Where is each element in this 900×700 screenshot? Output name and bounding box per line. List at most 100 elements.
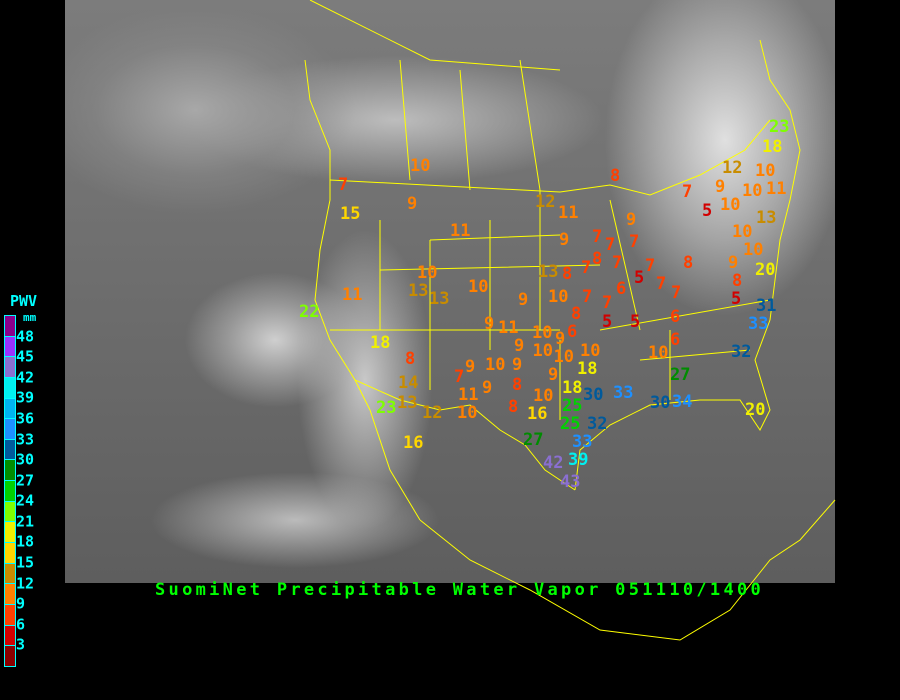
station-pwv-value: 31	[756, 296, 777, 316]
station-pwv-value: 13	[397, 392, 418, 413]
station-pwv-value: 25	[562, 395, 583, 416]
legend-label: 42	[16, 368, 35, 387]
station-pwv-value: 22	[299, 301, 320, 322]
legend-swatch	[5, 481, 15, 502]
station-pwv-value: 20	[745, 399, 766, 420]
station-pwv-value: 18	[762, 136, 783, 157]
station-pwv-value: 7	[612, 253, 623, 273]
station-pwv-value: 11	[558, 202, 579, 223]
station-pwv-value: 8	[512, 374, 523, 395]
satellite-map	[65, 0, 835, 583]
station-pwv-value: 7	[629, 231, 640, 252]
station-pwv-value: 11	[342, 284, 363, 305]
legend-label: 36	[16, 409, 35, 428]
legend-swatch	[5, 625, 15, 647]
station-pwv-value: 10	[485, 354, 506, 375]
canada-provinces	[309, 0, 561, 191]
station-pwv-value: 18	[370, 332, 391, 353]
station-pwv-value: 7	[582, 286, 593, 307]
station-pwv-value: 10	[580, 341, 601, 361]
station-pwv-value: 5	[731, 289, 742, 310]
station-pwv-value: 27	[670, 364, 691, 385]
station-pwv-value: 9	[518, 289, 529, 310]
legend-label: 27	[16, 471, 35, 490]
station-pwv-value: 25	[560, 413, 581, 434]
legend-label: 6	[16, 615, 26, 634]
station-pwv-value: 8	[610, 165, 621, 186]
station-pwv-value: 5	[702, 200, 713, 221]
station-pwv-value: 10	[410, 155, 431, 176]
station-pwv-value: 10	[648, 342, 669, 363]
legend-swatch	[5, 398, 15, 420]
legend-swatch	[5, 357, 15, 378]
station-pwv-value: 27	[523, 429, 544, 450]
station-pwv-value: 15	[340, 203, 361, 224]
legend-swatch	[5, 439, 15, 461]
east-coast	[759, 39, 801, 321]
legend-label: 18	[16, 532, 35, 551]
interior-borders	[330, 190, 771, 420]
mexico-border	[354, 379, 576, 491]
station-pwv-value: 33	[572, 432, 593, 453]
station-pwv-value: 9	[559, 229, 570, 250]
station-pwv-value: 13	[408, 281, 429, 301]
station-pwv-value: 6	[670, 329, 681, 350]
legend-swatch	[5, 460, 15, 482]
legend-swatch	[5, 563, 15, 585]
legend-label: 45	[16, 347, 35, 366]
station-pwv-value: 13	[756, 207, 777, 228]
legend-label: 30	[16, 450, 35, 469]
station-pwv-value: 9	[484, 313, 495, 334]
station-pwv-value: 7	[602, 292, 613, 313]
station-pwv-value: 8	[571, 304, 582, 324]
station-pwv-value: 16	[527, 403, 548, 424]
legend-title: PWV	[10, 292, 38, 310]
station-pwv-value: 9	[548, 365, 559, 386]
station-pwv-value: 10	[468, 276, 489, 297]
station-pwv-value: 5	[630, 311, 641, 332]
station-pwv-value: 10	[457, 403, 478, 424]
station-pwv-value: 8	[683, 252, 694, 273]
mexico-coast	[419, 499, 836, 641]
station-pwv-value: 7	[592, 226, 603, 247]
station-pwv-value: 10	[742, 180, 763, 201]
station-pwv-value: 8	[405, 348, 416, 369]
station-pwv-value: 32	[731, 341, 752, 362]
legend-swatch	[5, 316, 15, 337]
station-pwv-value: 9	[555, 329, 566, 350]
station-pwv-value: 8	[508, 396, 519, 417]
station-pwv-value: 8	[562, 263, 573, 284]
pwv-color-scale	[4, 315, 16, 667]
station-pwv-value: 7	[656, 273, 667, 294]
station-pwv-value: 30	[650, 392, 671, 413]
legend-label: 9	[16, 594, 26, 613]
station-pwv-value: 33	[613, 382, 634, 403]
station-pwv-value: 9	[715, 176, 726, 197]
station-pwv-value: 7	[682, 181, 693, 202]
legend-swatch	[5, 336, 15, 358]
station-pwv-value: 11	[458, 385, 479, 406]
station-pwv-value: 10	[720, 194, 741, 215]
station-pwv-value: 8	[732, 271, 743, 292]
station-pwv-value: 33	[748, 314, 769, 334]
station-pwv-value: 10	[548, 286, 569, 307]
station-pwv-value: 11	[766, 178, 787, 199]
station-pwv-value: 14	[398, 372, 419, 393]
station-pwv-value: 5	[634, 267, 645, 288]
legend-label: 48	[16, 327, 35, 346]
legend-swatch	[5, 501, 15, 523]
west-coast	[304, 59, 421, 521]
station-pwv-value: 18	[577, 359, 598, 379]
legend-label: 3	[16, 635, 26, 654]
station-pwv-value: 13	[429, 288, 450, 309]
station-pwv-value: 42	[543, 452, 564, 473]
station-pwv-value: 30	[583, 384, 604, 405]
station-pwv-value: 10	[533, 385, 554, 406]
station-pwv-value: 10	[755, 160, 776, 181]
station-pwv-value: 6	[670, 306, 681, 327]
station-pwv-value: 7	[581, 257, 592, 278]
station-pwv-value: 20	[755, 259, 776, 280]
station-pwv-value: 7	[645, 255, 656, 276]
station-pwv-value: 8	[592, 248, 603, 269]
